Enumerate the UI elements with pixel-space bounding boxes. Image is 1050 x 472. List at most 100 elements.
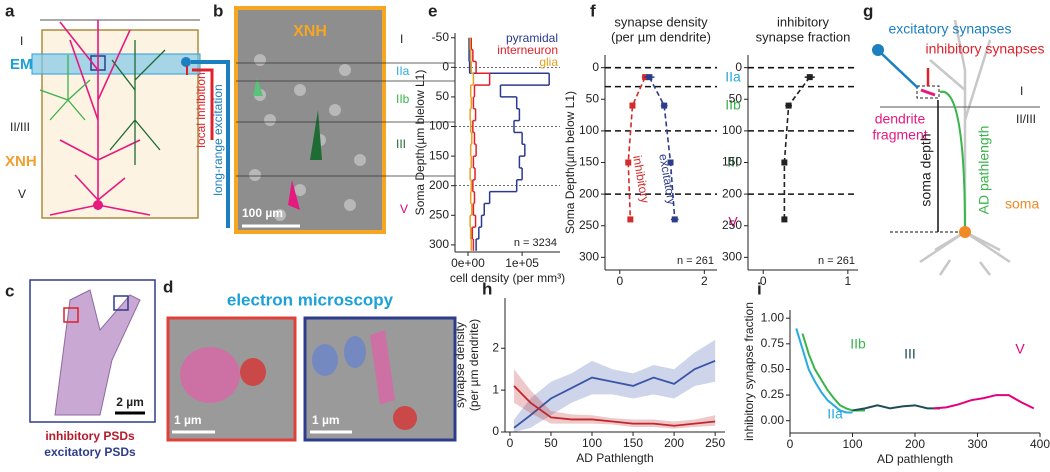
y-tick-label: -50: [432, 30, 450, 44]
neuron-sketch: [919, 19, 1011, 276]
y-tick-label: 0: [592, 60, 599, 74]
panel-b: XNH I IIa IIb III V 100 µm: [234, 6, 455, 234]
x-tick-label: 0: [787, 437, 794, 451]
cell: [288, 180, 300, 210]
y-tick-label: 150: [579, 155, 599, 169]
mean-marker: [629, 102, 636, 109]
mean-line: [648, 76, 676, 220]
em-label: EM: [10, 56, 33, 73]
em-band: [31, 53, 201, 75]
panel-letter: g: [863, 1, 873, 20]
y-tick-label: 50: [436, 89, 450, 103]
em-title: electron microscopy: [227, 290, 394, 309]
y-tick-label: 250: [722, 218, 742, 232]
y-tick-label: 250: [579, 218, 599, 232]
cell: [253, 78, 263, 96]
confidence-band: [514, 369, 716, 429]
y-tick-label: 0.50: [761, 362, 785, 376]
scale-bar-label: 2 µm: [116, 395, 144, 409]
y-tick-label: 200: [722, 186, 742, 200]
excitatory-box: [113, 295, 129, 311]
neuron: [39, 55, 91, 121]
cell: [310, 110, 322, 160]
layer-label: III: [727, 154, 739, 170]
series-label: inhibitory: [630, 154, 652, 204]
mean-marker: [627, 216, 634, 223]
mean-marker: [671, 216, 678, 223]
xnh-label: XNH: [5, 153, 37, 170]
annotation: n = 261: [677, 255, 714, 267]
layer-label: I: [1020, 84, 1023, 98]
layer-lines: [236, 62, 455, 177]
y-tick-label: 200: [429, 178, 449, 192]
panel-g: excitatory synapses inhibitory synapses …: [872, 19, 1045, 276]
legend-entry: pyramidal: [506, 31, 558, 45]
dendrite-overlay: [180, 347, 240, 403]
layer-label: IIb: [725, 97, 741, 113]
mean-marker: [781, 159, 788, 166]
series-line: [795, 328, 853, 414]
layer-label: V: [18, 187, 26, 201]
chart-title: inhibitory: [777, 14, 830, 29]
y-axis-label: (per µm dendrite): [467, 319, 481, 411]
y-tick-label: 150: [722, 155, 742, 169]
chart-title: synapse fraction: [756, 29, 851, 44]
y-tick-label: 0: [735, 60, 742, 74]
mean-marker: [625, 159, 632, 166]
x-tick-label: 300: [967, 437, 987, 451]
y-tick-label: 250: [429, 207, 449, 221]
annotation: n = 3234: [514, 237, 557, 249]
panel-letter: e: [428, 1, 437, 20]
y-tick-label: 100: [429, 119, 449, 133]
bouton-overlay: [393, 406, 417, 430]
layer-label: II/III: [1016, 112, 1036, 126]
x-tick-label: 50: [544, 436, 558, 450]
local-inhibition-label: local inhibition: [194, 72, 208, 147]
annotation: n = 261: [818, 255, 855, 267]
y-axis-label: inhibitory synapse fraction: [742, 302, 756, 441]
layer-label: V: [400, 202, 408, 216]
y-tick-label: 300: [722, 250, 742, 264]
y-tick-label: 1.00: [761, 310, 785, 324]
y-tick-label: 300: [429, 237, 449, 251]
y-tick-label: 150: [429, 148, 449, 162]
x-tick-label: 2: [701, 274, 708, 288]
y-tick-label: 50: [729, 91, 743, 105]
mean-marker: [667, 159, 674, 166]
y-tick-label: 0.25: [761, 387, 785, 401]
excitatory-label: excitatory PSDs: [44, 445, 136, 459]
x-axis-label: AD Pathlength: [576, 451, 653, 465]
mean-marker: [646, 74, 653, 81]
y-tick-label: 0.75: [761, 336, 785, 350]
soma: [959, 226, 971, 238]
x-tick-label: 0: [616, 274, 623, 288]
series-label: IIa: [827, 406, 843, 422]
panel-a: I EM II/III XNH V local inhibition long-…: [5, 19, 230, 228]
legend-entry: glia: [539, 55, 558, 69]
pathlength-arrow: [939, 90, 966, 233]
inhibitory-label: inhibitory PSDs: [45, 429, 135, 443]
bouton-overlay: [312, 344, 338, 376]
layer-label: III: [396, 137, 406, 151]
panel-c: 2 µm inhibitory PSDs excitatory PSDs: [29, 279, 156, 459]
panel-d: electron microscopy 1 µm 1 µm: [166, 290, 457, 442]
layer-label: IIb: [396, 92, 410, 106]
series-label: excitatory: [656, 153, 679, 206]
layer-label: II/III: [10, 120, 30, 134]
dendrite-overlay: [370, 330, 395, 405]
series-label: V: [1015, 341, 1025, 357]
xnh-image: [234, 6, 386, 234]
scale-bar-label: 1 µm: [312, 413, 340, 427]
confidence-band: [514, 339, 716, 432]
y-axis-label: Soma Depth(µm blelow L1): [413, 70, 427, 216]
pathlength-label: AD pathlength: [976, 126, 992, 215]
series-line: [513, 359, 716, 429]
excitatory-label: excitatory synapses: [889, 21, 1012, 37]
x-tick-label: 0: [507, 436, 514, 450]
x-tick-label: 400: [1030, 437, 1050, 451]
chart-title: (per µm dendrite): [611, 29, 711, 44]
long-range-excitation-label: long-range excitation: [211, 84, 225, 195]
synapse: [181, 57, 191, 67]
y-tick-label: 0: [492, 424, 499, 438]
panel-letter: c: [5, 281, 14, 300]
